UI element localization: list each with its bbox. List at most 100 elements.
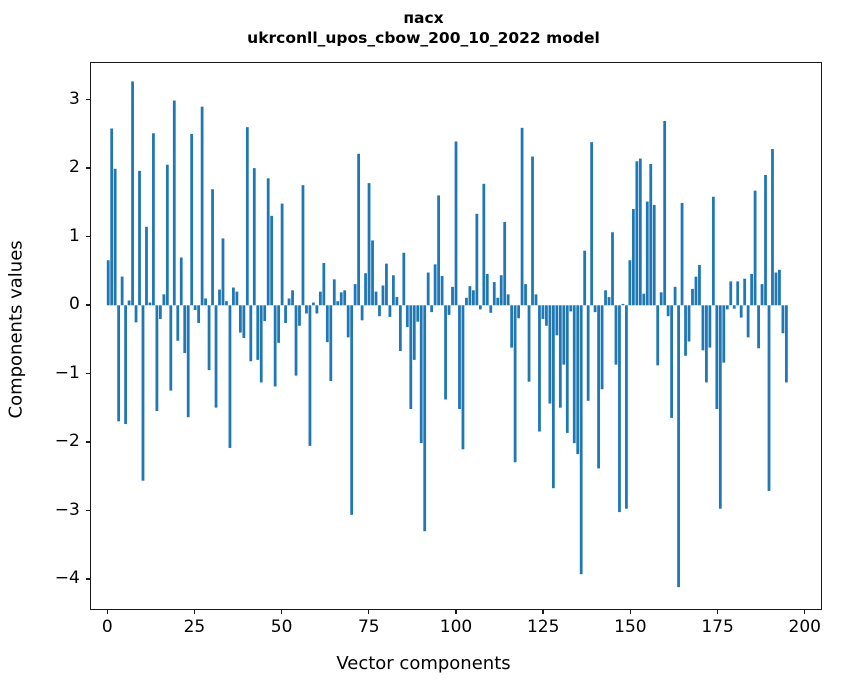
bar [152, 133, 155, 306]
y-tick-label: −4 [54, 568, 80, 589]
bar [555, 305, 559, 336]
bar [148, 302, 152, 306]
bar [120, 276, 124, 306]
bar [165, 164, 169, 306]
bar [778, 269, 781, 306]
x-tick-mark [629, 610, 631, 615]
x-tick-mark [542, 610, 544, 615]
bar [315, 305, 319, 314]
bar [426, 272, 430, 306]
bar [642, 293, 646, 306]
bar-group [106, 81, 788, 588]
bar [193, 305, 197, 311]
x-tick-mark [804, 610, 806, 615]
bar [312, 302, 315, 306]
bar [318, 291, 322, 306]
bar [545, 305, 548, 326]
bar [364, 273, 367, 306]
bar [371, 240, 374, 306]
bar [405, 305, 409, 328]
bar [659, 292, 663, 306]
bar [155, 305, 159, 412]
bar [252, 168, 256, 306]
bar [670, 305, 674, 418]
bar [259, 305, 263, 383]
bar [301, 185, 305, 306]
bar [600, 305, 604, 390]
bar [336, 301, 340, 306]
bar [597, 305, 600, 469]
bar [172, 100, 176, 306]
bar [207, 305, 211, 371]
bar [385, 263, 388, 306]
bar [329, 305, 333, 382]
bar [176, 305, 180, 341]
bar [169, 305, 173, 391]
y-tick-mark [85, 441, 90, 443]
bar [339, 292, 343, 306]
bar [705, 305, 708, 383]
bar [158, 305, 162, 319]
bar [412, 305, 416, 360]
bar [357, 153, 361, 306]
bar [242, 305, 246, 339]
bar [656, 305, 660, 366]
bar [200, 106, 204, 306]
bar [430, 305, 434, 313]
x-tick-mark [455, 610, 457, 615]
bar [771, 148, 774, 306]
bar [736, 281, 740, 306]
y-tick-label: 3 [68, 88, 80, 109]
y-tick-mark [85, 167, 90, 169]
bar [277, 305, 281, 343]
x-tick-label: 100 [439, 617, 473, 637]
y-tick-label: −1 [54, 362, 80, 383]
bar [131, 81, 134, 306]
x-tick-mark [280, 610, 283, 615]
bar [524, 284, 527, 306]
bar [729, 281, 733, 306]
bar [110, 128, 114, 306]
x-tick-label: 175 [701, 617, 734, 637]
bar [750, 273, 754, 306]
bar [781, 305, 785, 334]
bar [722, 305, 726, 363]
bar [492, 282, 496, 306]
bar [708, 305, 712, 348]
bar [256, 305, 260, 360]
bar [461, 305, 465, 450]
bar [221, 238, 225, 306]
bar [204, 298, 207, 306]
bar [618, 305, 621, 513]
bar [764, 174, 767, 306]
x-tick-mark [368, 610, 370, 615]
bar [211, 189, 214, 306]
bar [440, 275, 444, 306]
bar [270, 215, 274, 306]
bar [451, 286, 454, 306]
bar [325, 305, 329, 343]
bar [280, 203, 284, 306]
bar [402, 252, 406, 306]
bar [124, 305, 127, 425]
bar [444, 305, 447, 400]
bar [611, 232, 614, 306]
bar [621, 303, 625, 306]
bar [572, 305, 576, 444]
bar [767, 305, 771, 491]
bar [409, 305, 413, 410]
bar [638, 158, 642, 306]
bar [232, 287, 235, 306]
y-tick-mark [85, 304, 90, 306]
bar [687, 305, 691, 342]
bar [437, 195, 441, 306]
bar [395, 297, 399, 306]
bar [263, 305, 267, 321]
bar [527, 305, 531, 382]
bar [593, 305, 597, 313]
x-tick-label: 25 [183, 617, 206, 637]
bar [576, 305, 580, 455]
y-tick-label: −2 [54, 431, 80, 452]
x-tick-label: 50 [270, 617, 293, 637]
bar [482, 183, 486, 306]
